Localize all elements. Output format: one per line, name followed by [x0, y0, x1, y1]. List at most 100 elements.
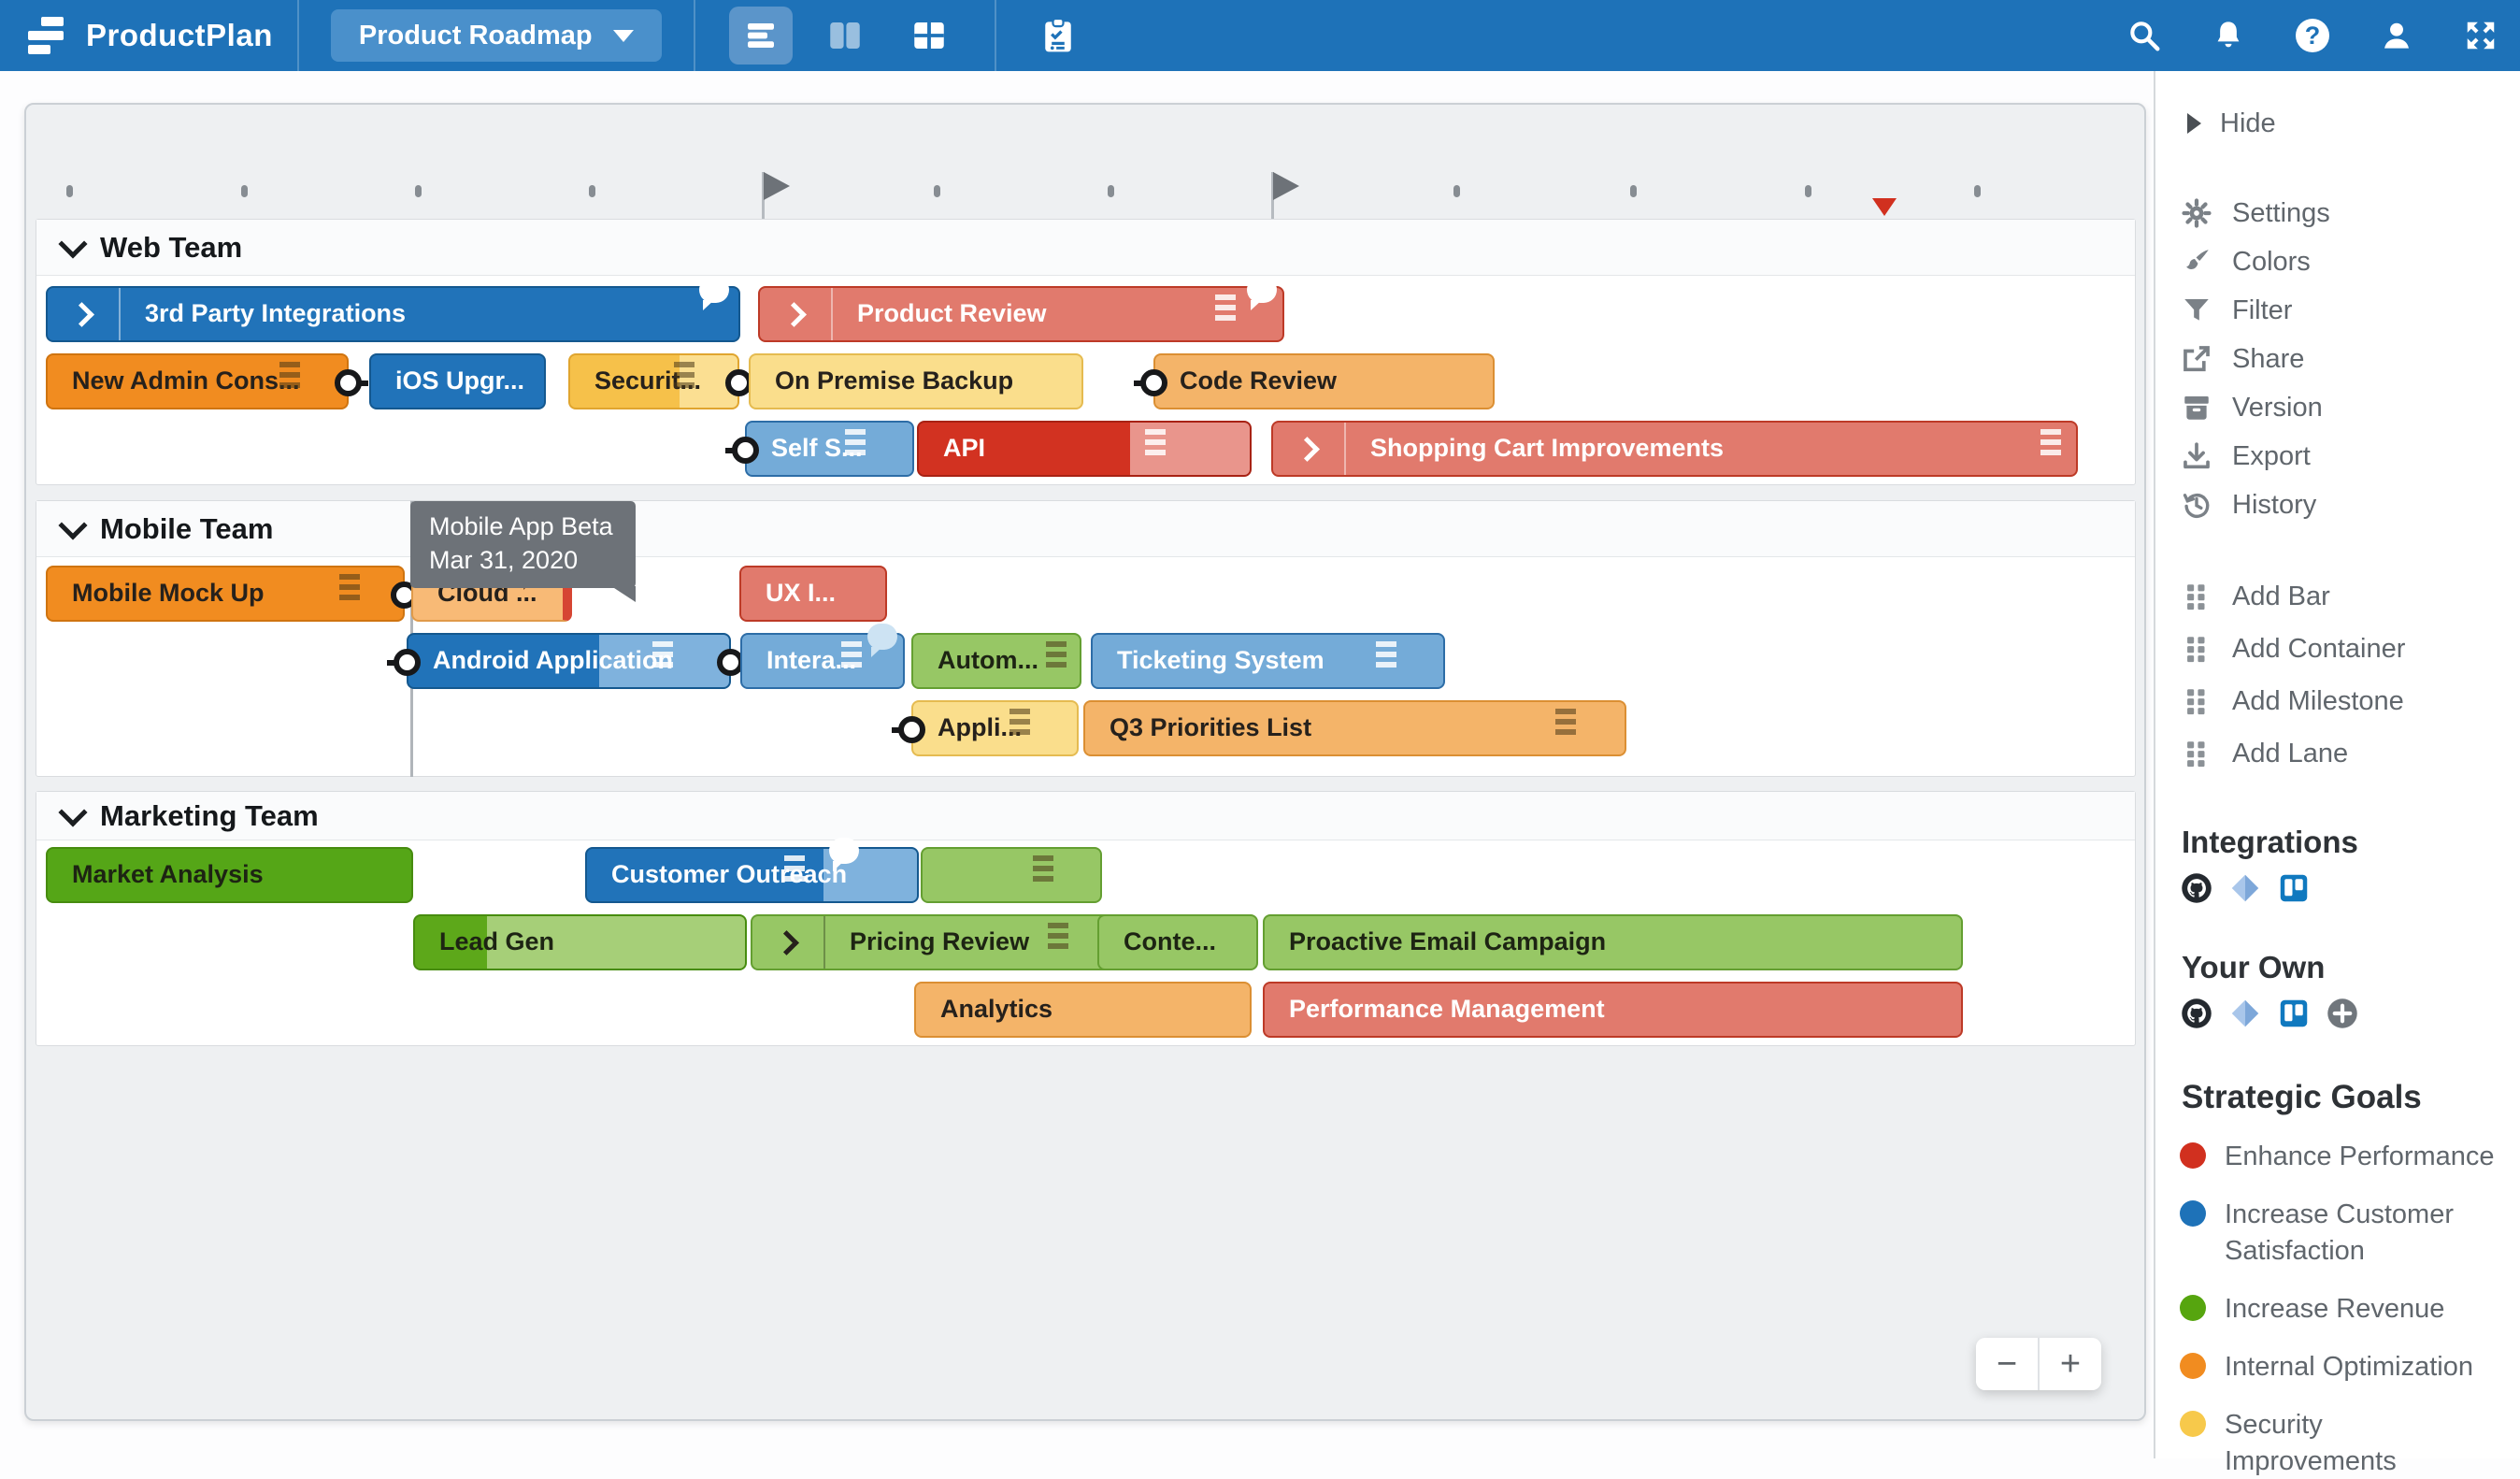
bar-pricing-review[interactable]: Pricing Review: [751, 914, 1115, 970]
collapse-chevron-icon[interactable]: [58, 510, 87, 539]
expand-chevron-icon[interactable]: [752, 916, 825, 969]
comment-bubble-icon[interactable]: [1247, 277, 1277, 303]
share-icon: [2180, 342, 2213, 376]
fullscreen-icon[interactable]: [2462, 17, 2499, 54]
bar-3rd-party-integrations[interactable]: 3rd Party Integrations: [46, 286, 740, 342]
bar-unlabeled[interactable]: [921, 847, 1102, 903]
drag-grip-icon[interactable]: [841, 641, 862, 671]
expand-chevron-icon[interactable]: [760, 288, 833, 340]
expand-chevron-icon[interactable]: [48, 288, 121, 340]
comment-bubble-icon[interactable]: [699, 277, 729, 303]
drag-grip-icon[interactable]: [339, 574, 360, 604]
sidebar-item-add-lane[interactable]: Add Lane: [2180, 727, 2511, 780]
dependency-connector[interactable]: [732, 437, 759, 464]
bar-lead-gen[interactable]: Lead Gen: [413, 914, 747, 970]
columns-view-icon: [825, 16, 865, 55]
drag-grip-icon[interactable]: [1009, 709, 1030, 739]
bar-android-application[interactable]: Android Application: [407, 633, 731, 689]
bar-ios-upgr[interactable]: iOS Upgr...: [369, 353, 546, 409]
help-icon[interactable]: ?: [2294, 17, 2331, 54]
sidebar-item-filter[interactable]: Filter: [2180, 286, 2511, 335]
search-icon[interactable]: [2126, 17, 2163, 54]
bar-performance-management[interactable]: Performance Management: [1263, 982, 1963, 1038]
collapse-chevron-icon[interactable]: [58, 797, 87, 826]
timeline-view-button[interactable]: [729, 7, 793, 65]
drag-grip-icon[interactable]: [784, 855, 805, 885]
sidebar-item-label: Add Bar: [2232, 582, 2330, 612]
table-view-button[interactable]: [897, 7, 961, 65]
chevron-right-glyph: [1295, 437, 1320, 462]
expand-chevron-icon[interactable]: [1273, 423, 1346, 475]
jira-icon[interactable]: [2228, 997, 2262, 1030]
hide-sidebar-button[interactable]: Hide: [2180, 99, 2511, 148]
plus-icon[interactable]: [2326, 997, 2359, 1030]
bar-analytics[interactable]: Analytics: [914, 982, 1252, 1038]
bar-new-admin-cons[interactable]: New Admin Cons...: [46, 353, 349, 409]
trello-icon[interactable]: [2277, 871, 2311, 905]
bar-q3-priorities-list[interactable]: Q3 Priorities List: [1083, 700, 1626, 756]
bar-product-review[interactable]: Product Review: [758, 286, 1284, 342]
sidebar-item-add-bar[interactable]: Add Bar: [2180, 570, 2511, 623]
bar-shopping-cart-improvements[interactable]: Shopping Cart Improvements: [1271, 421, 2078, 477]
dependency-connector[interactable]: [394, 649, 421, 676]
bar-securit[interactable]: Securit...: [568, 353, 739, 409]
bar-on-premise-backup[interactable]: On Premise Backup: [749, 353, 1083, 409]
planning-board-button[interactable]: [1038, 14, 1079, 57]
bar-ux-i[interactable]: UX I...: [739, 566, 887, 622]
github-icon[interactable]: [2180, 871, 2213, 905]
trello-icon[interactable]: [2277, 997, 2311, 1030]
drag-grip-icon[interactable]: [674, 362, 694, 392]
sidebar-item-add-container[interactable]: Add Container: [2180, 623, 2511, 675]
sidebar-item-add-milestone[interactable]: Add Milestone: [2180, 675, 2511, 727]
sidebar-item-history[interactable]: History: [2180, 481, 2511, 529]
bar-api[interactable]: API: [917, 421, 1252, 477]
bar-mobile-mock-up[interactable]: Mobile Mock Up: [46, 566, 405, 622]
bar-market-analysis[interactable]: Market Analysis: [46, 847, 413, 903]
comment-bubble-icon[interactable]: [829, 838, 859, 864]
bar-conte[interactable]: Conte...: [1097, 914, 1258, 970]
dependency-connector[interactable]: [1140, 369, 1167, 396]
drag-grip-icon[interactable]: [1555, 709, 1576, 739]
bar-label: iOS Upgr...: [395, 355, 533, 406]
drag-grip-icon[interactable]: [1048, 923, 1068, 953]
sidebar-item-version[interactable]: Version: [2180, 383, 2511, 432]
sidebar-item-export[interactable]: Export: [2180, 432, 2511, 481]
drag-grip-icon[interactable]: [279, 362, 300, 392]
dependency-connector[interactable]: [335, 369, 362, 396]
drag-grip-icon[interactable]: [1145, 429, 1166, 459]
drag-grip-icon[interactable]: [1376, 641, 1396, 671]
bar-self-s[interactable]: Self S...: [745, 421, 914, 477]
zoom-in-button[interactable]: +: [2040, 1338, 2101, 1390]
github-icon[interactable]: [2180, 997, 2213, 1030]
collapse-chevron-icon[interactable]: [58, 229, 87, 258]
drag-grip-icon[interactable]: [1033, 855, 1053, 885]
milestone-flag-icon[interactable]: [764, 172, 790, 200]
sidebar-item-share[interactable]: Share: [2180, 335, 2511, 383]
account-icon[interactable]: [2378, 17, 2415, 54]
bar-intera[interactable]: Intera...: [740, 633, 905, 689]
bar-code-review[interactable]: Code Review: [1153, 353, 1495, 409]
brand-name: ProductPlan: [86, 18, 273, 53]
jira-icon[interactable]: [2228, 871, 2262, 905]
bar-autom[interactable]: Autom...: [911, 633, 1081, 689]
bar-appli[interactable]: Appli...: [911, 700, 1079, 756]
milestone-flag-icon[interactable]: [1273, 172, 1299, 200]
columns-view-button[interactable]: [813, 7, 877, 65]
sidebar-item-settings[interactable]: Settings: [2180, 189, 2511, 237]
sidebar-item-colors[interactable]: Colors: [2180, 237, 2511, 286]
dependency-connector[interactable]: [898, 716, 925, 743]
drag-grip-icon[interactable]: [1046, 641, 1067, 671]
gear-icon: [2180, 196, 2213, 230]
bar-customer-outreach[interactable]: Customer Outreach: [585, 847, 919, 903]
drag-grip-icon[interactable]: [845, 429, 866, 459]
notifications-bell-icon[interactable]: [2210, 17, 2247, 54]
drag-grip-icon[interactable]: [1215, 294, 1236, 324]
drag-grip-icon[interactable]: [652, 641, 673, 671]
bar-ticketing-system[interactable]: Ticketing System: [1091, 633, 1445, 689]
comment-bubble-icon[interactable]: [867, 624, 897, 650]
bar-proactive-email-campaign[interactable]: Proactive Email Campaign: [1263, 914, 1963, 970]
roadmap-selector[interactable]: Product Roadmap: [331, 9, 662, 62]
drag-grip-icon[interactable]: [2040, 429, 2061, 459]
goal-color-dot: [2180, 1353, 2206, 1379]
zoom-out-button[interactable]: −: [1976, 1338, 2038, 1390]
